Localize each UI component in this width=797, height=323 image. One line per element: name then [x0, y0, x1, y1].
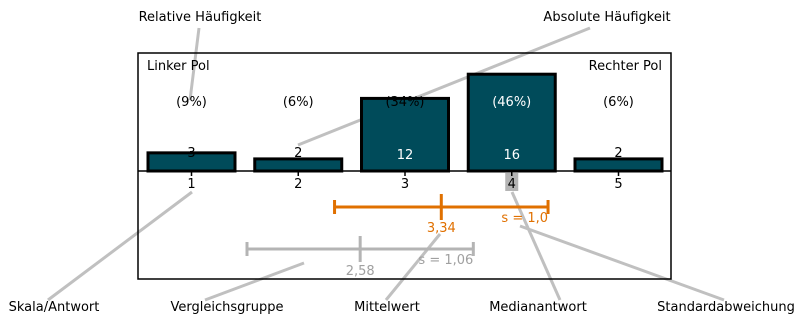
callout-line-relative	[188, 27, 201, 101]
error-bar-value-label: 2,58	[346, 264, 375, 279]
callout-line-comparison	[204, 261, 305, 302]
median-highlight	[505, 173, 519, 191]
callout-line-scale	[47, 190, 193, 302]
category-label-1: 1	[187, 177, 195, 192]
category-label-2: 2	[294, 177, 302, 192]
count-label-3: 12	[397, 148, 414, 163]
callout-line-stddev	[519, 224, 725, 302]
error-bar-sd-label: s = 1,0	[501, 211, 548, 226]
callout-stddev-label: Standardabweichung	[657, 300, 795, 315]
bar-3	[360, 96, 450, 173]
chart-frame	[137, 52, 672, 280]
count-label-5: 2	[614, 146, 622, 161]
error-bar-value-label: 3,34	[427, 221, 456, 236]
callout-mean-label: Mittelwert	[354, 300, 420, 315]
callout-line-mean	[384, 233, 442, 301]
right-pole-label: Rechter Pol	[589, 59, 662, 74]
comparison-error-bar: 2,58 s = 1,06	[245, 236, 475, 279]
percent-label-3: (34%)	[385, 95, 424, 110]
axis-ticks	[190, 171, 620, 176]
category-label-5: 5	[614, 177, 622, 192]
percent-label-2: (6%)	[283, 95, 314, 110]
callout-line-absolute	[297, 26, 591, 147]
error-bar-sd-label: s = 1,06	[418, 253, 473, 268]
percent-label-5: (6%)	[603, 95, 634, 110]
callout-scale-label: Skala/Antwort	[9, 300, 100, 315]
callout-lines	[47, 26, 725, 302]
percent-label-4: (46%)	[492, 95, 531, 110]
left-pole-label: Linker Pol	[147, 59, 210, 74]
callout-comparison-label: Vergleichsgruppe	[171, 300, 284, 315]
category-label-3: 3	[401, 177, 409, 192]
count-label-1: 3	[187, 146, 195, 161]
bar-labels: 1 3 (9%) 2 2 (6%) 3 12 (34%) 4 16 (46%) 5 2 (6%)	[176, 95, 634, 192]
callout-absolute-label: Absolute Häufigkeit	[543, 10, 670, 25]
callout-median-label: Medianantwort	[489, 300, 587, 315]
mean-error-bar: 3,34 s = 1,0	[333, 194, 550, 236]
count-label-4: 16	[503, 148, 520, 163]
callout-relative-label: Relative Häufigkeit	[139, 10, 262, 25]
callout-line-median	[510, 191, 562, 301]
category-label-4: 4	[508, 177, 516, 192]
count-label-2: 2	[294, 146, 302, 161]
percent-label-1: (9%)	[176, 95, 207, 110]
